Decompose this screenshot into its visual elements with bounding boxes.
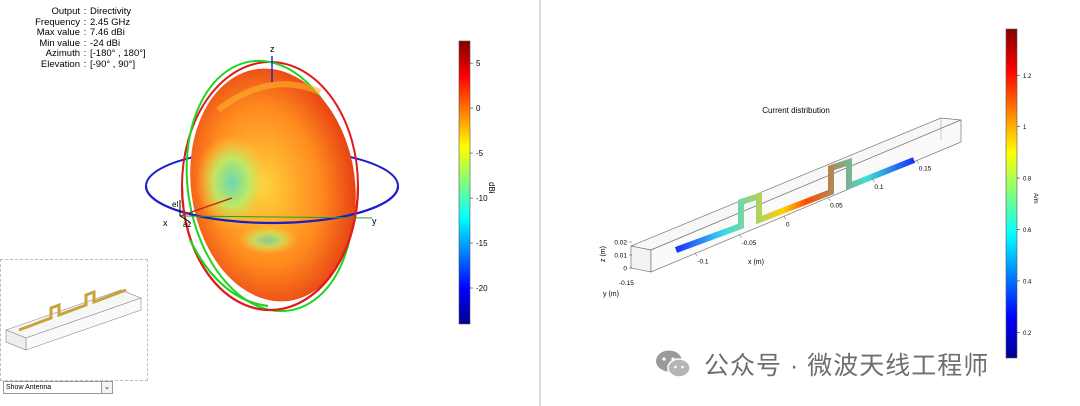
colorbar-tick-label: 1 xyxy=(1023,125,1027,131)
x-tick xyxy=(783,216,787,220)
wechat-icon xyxy=(656,350,691,378)
info-label: Output xyxy=(51,6,80,17)
pattern-colorbar xyxy=(458,40,471,325)
show-antenna-dropdown[interactable]: Show Antenna ⌄ xyxy=(3,381,113,394)
x-tick xyxy=(827,197,831,201)
watermark-text: 公众号 · 微波天线工程师 xyxy=(704,352,990,380)
y-axis-label: y xyxy=(372,216,377,226)
watermark: 公众号 · 微波天线工程师 xyxy=(654,346,989,382)
lobe-null-region-lower xyxy=(238,226,298,254)
current-trace xyxy=(674,157,916,253)
z-tick-label: 0.02 xyxy=(614,240,627,247)
current-z-ticks: 0 0.01 0.02 xyxy=(614,240,632,273)
info-row: Max value:7.46 dBi xyxy=(0,27,146,39)
panel-divider xyxy=(539,0,541,406)
current-xlabel: x (m) xyxy=(748,259,764,266)
x-tick xyxy=(872,179,875,183)
colorbar-tick-label: -5 xyxy=(476,149,484,158)
x-tick-label: 0.05 xyxy=(830,203,843,210)
colorbar-tick-label: 0.4 xyxy=(1023,279,1032,285)
current-zlabel: z (m) xyxy=(600,246,607,262)
x-axis xyxy=(179,197,233,217)
x-tick xyxy=(695,253,698,257)
colorbar-tick-label: 5 xyxy=(476,59,481,68)
lobe-null-region xyxy=(196,134,268,230)
x-tick-label: 0 xyxy=(786,221,790,228)
info-value: Directivity xyxy=(90,6,132,17)
az-label: az xyxy=(183,220,191,229)
info-value: [-90° , 90°] xyxy=(90,58,136,70)
current-title: Current distribution xyxy=(762,106,830,115)
x-tick-label: 0.1 xyxy=(874,184,883,191)
current-colorbar-label: A/m xyxy=(1032,193,1038,204)
info-row: Frequency:2.45 GHz xyxy=(0,16,146,29)
info-label: Frequency xyxy=(35,16,80,28)
pattern-colorbar-ticks: 5 0 -5 -10 -15 -20 xyxy=(470,59,488,293)
colorbar-tick-label: -20 xyxy=(476,284,488,293)
x-tick xyxy=(739,234,742,238)
substrate-top xyxy=(629,117,962,251)
info-label: Max value xyxy=(36,27,80,38)
radiation-lobe xyxy=(190,68,356,302)
az-arrow xyxy=(179,215,191,223)
current-colorbar xyxy=(1005,28,1018,359)
el-label: el xyxy=(172,200,178,209)
colorbar-tick-label: 1.2 xyxy=(1023,74,1032,80)
current-y-ticks: -0.15 xyxy=(619,280,634,287)
info-row: Output: Directivity xyxy=(0,6,146,18)
info-value: [-180° , 180°] xyxy=(90,48,146,59)
current-ylabel: y (m) xyxy=(603,291,619,298)
current-panel: Current distribution x (m) y (m) z (m) -… xyxy=(541,0,1080,406)
info-row: Min value: -24 dBi xyxy=(0,37,146,50)
z-axis-label: z xyxy=(270,44,275,54)
colorbar-tick-label: -15 xyxy=(476,239,488,248)
substrate-front xyxy=(650,119,962,273)
info-label: Azimuth xyxy=(45,48,80,59)
colorbar-tick-label: 0.2 xyxy=(1023,331,1032,337)
info-value: -24 dBi xyxy=(90,37,121,49)
info-value: 7.46 dBi xyxy=(90,27,125,38)
x-tick-label: 0.15 xyxy=(919,166,932,173)
colorbar-tick-label: 0.8 xyxy=(1023,177,1032,183)
y-tick-label: -0.15 xyxy=(619,280,634,287)
z-tick-label: 0.01 xyxy=(614,253,627,260)
pattern-colorbar-label: dBi xyxy=(487,182,496,194)
current-figure[interactable]: Current distribution x (m) y (m) z (m) -… xyxy=(541,0,1080,406)
pattern-figure[interactable]: z x y el az 5 0 -5 -10 -15 -20 dBi xyxy=(0,0,539,406)
antenna-inset[interactable] xyxy=(0,259,148,381)
x-axis-label: x xyxy=(163,218,168,228)
info-label: Elevation xyxy=(40,58,80,70)
x-tick-label: -0.05 xyxy=(742,240,757,247)
info-label: Min value xyxy=(39,37,80,49)
info-row: Azimuth: [-180° , 180°] xyxy=(0,48,146,60)
pattern-panel: Output: Directivity Frequency:2.45 GHz Max … xyxy=(0,0,539,406)
info-row: Elevation: [-90° , 90°] xyxy=(0,58,146,71)
y-axis xyxy=(179,215,373,219)
info-value: 2.45 GHz xyxy=(90,16,131,28)
colorbar-tick-label: 0.6 xyxy=(1023,228,1032,234)
z-tick-label: 0 xyxy=(623,266,627,273)
current-colorbar-ticks: 1.2 1 0.8 0.6 0.4 0.2 xyxy=(1017,74,1032,337)
dropdown-value: Show Antenna xyxy=(6,384,52,391)
colorbar-tick-label: 0 xyxy=(476,104,481,113)
chevron-down-icon[interactable]: ⌄ xyxy=(101,382,112,393)
pattern-info: Output: Directivity Frequency:2.45 GHz Max … xyxy=(0,6,146,71)
x-tick xyxy=(916,160,919,164)
colorbar-tick-label: -10 xyxy=(476,194,488,203)
antenna-trace xyxy=(18,288,127,332)
current-x-ticks: -0.1 -0.05 0 0.05 0.1 0.15 xyxy=(695,160,932,265)
x-tick-label: -0.1 xyxy=(697,258,709,265)
